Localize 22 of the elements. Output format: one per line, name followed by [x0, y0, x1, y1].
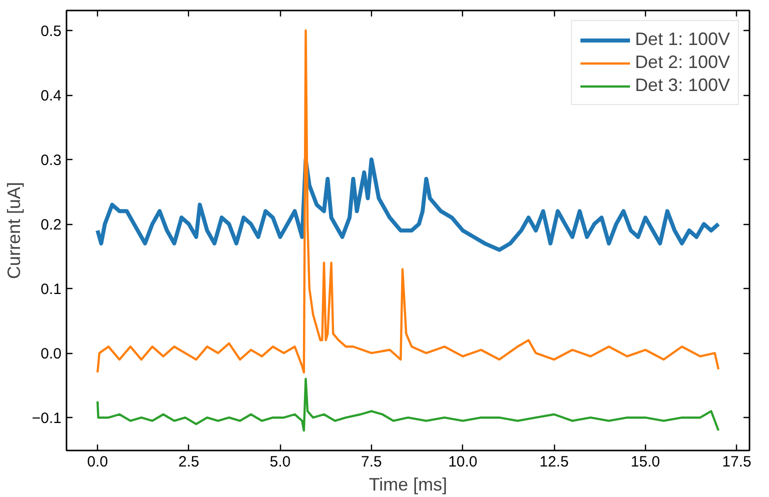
line-series — [96, 378, 720, 432]
x-tick-label: 17.5 — [722, 454, 752, 470]
legend-label: Det 1: 100V — [634, 29, 730, 50]
y-tick-label: 0.3 — [40, 152, 62, 170]
x-axis-title: Time [ms] — [368, 474, 448, 494]
y-tick-label: 0.4 — [40, 88, 62, 105]
x-tick-label: 15.0 — [630, 454, 660, 470]
legend-label: Det 3: 100V — [634, 75, 730, 96]
x-tick-label: 2.5 — [178, 454, 200, 470]
x-tick-label: 10.0 — [448, 454, 478, 470]
x-tick-label: 0.0 — [87, 454, 108, 470]
line-series — [96, 158, 720, 252]
y-axis-title: Current [uA] — [4, 182, 24, 280]
legend-label: Det 2: 100V — [634, 52, 730, 73]
x-tick-label: 12.5 — [540, 454, 569, 470]
x-tick-label: 5.0 — [270, 454, 291, 470]
y-tick-label: 0.1 — [40, 281, 62, 298]
y-tick-label: 0.0 — [40, 346, 62, 363]
y-tick-label: 0.2 — [40, 216, 62, 234]
y-tick-label: −0.1 — [32, 410, 62, 428]
x-tick-label: 7.5 — [361, 454, 382, 470]
y-tick-label: 0.5 — [40, 23, 62, 40]
